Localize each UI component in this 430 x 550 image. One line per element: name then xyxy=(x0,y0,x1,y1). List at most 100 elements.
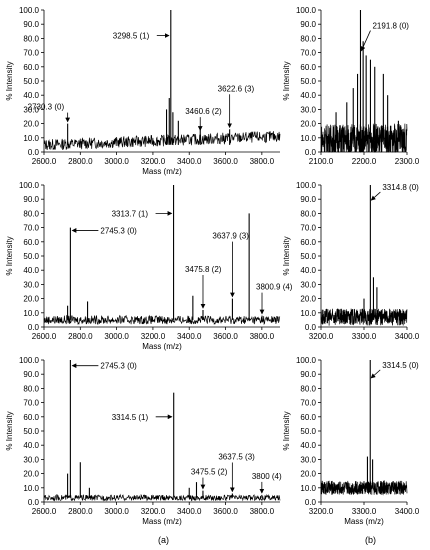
y-tick-label: 100.0 xyxy=(19,181,40,190)
x-tick-label: 3200.0 xyxy=(141,332,166,341)
y-axis-label: % Intensity xyxy=(282,61,291,100)
y-tick-label: 90.0 xyxy=(300,195,316,204)
spectrum-chart-3: 0.0 10.0 20.0 30.0 40.0 50.0 60.0 70.0 80.0 90.0 1… xyxy=(5,181,293,351)
y-tick-label: 20.0 xyxy=(23,470,39,479)
x-tick-label: 3300.0 xyxy=(352,332,377,341)
y-tick-label: 50.0 xyxy=(300,427,316,436)
x-tick-label: 2800.0 xyxy=(68,332,93,341)
y-tick-label: 70.0 xyxy=(300,399,316,408)
x-tick-label: 2800.0 xyxy=(68,157,93,166)
peak-annotation-label: 2730.3 (0) xyxy=(28,103,65,112)
y-axis-label: % Intensity xyxy=(282,236,291,275)
y-tick-label: 0.0 xyxy=(305,323,317,332)
peak-annotation-label: 2745.3 (0) xyxy=(100,226,137,235)
y-tick-label: 10.0 xyxy=(300,134,316,143)
y-tick-label: 100.0 xyxy=(19,6,40,15)
peak-annotation-label: 2745.3 (0) xyxy=(100,362,137,371)
spectrum-chart-1: 0.0 10.0 20.0 30.0 40.0 50.0 60.0 70.0 80.0 90.0 1… xyxy=(5,6,281,176)
peak-annotation-label: 3298.5 (1) xyxy=(113,32,150,41)
x-tick-label: 3400.0 xyxy=(177,507,202,516)
y-tick-label: 50.0 xyxy=(23,252,39,261)
peak-annotation-label: 3475.5 (2) xyxy=(191,468,228,477)
x-axis-label: Mass (m/z) xyxy=(344,517,384,526)
x-tick-label: 2600.0 xyxy=(32,332,57,341)
y-tick-label: 30.0 xyxy=(300,280,316,289)
peak-annotation-label: 2191.8 (0) xyxy=(372,22,409,31)
y-tick-label: 100.0 xyxy=(296,356,317,365)
x-tick-label: 3200.0 xyxy=(141,157,166,166)
annotation-arrow xyxy=(370,191,381,201)
y-tick-label: 80.0 xyxy=(23,34,39,43)
y-tick-label: 0.0 xyxy=(305,498,317,507)
y-tick-label: 40.0 xyxy=(23,441,39,450)
x-tick-label: 2200.0 xyxy=(352,157,377,166)
x-tick-label: 2600.0 xyxy=(32,157,57,166)
y-axis-label: % Intensity xyxy=(282,411,291,450)
peak-annotation-label: 3460.6 (2) xyxy=(185,107,222,116)
y-tick-label: 40.0 xyxy=(300,266,316,275)
y-tick-label: 50.0 xyxy=(23,427,39,436)
spectrum-trace xyxy=(43,131,281,151)
y-tick-label: 90.0 xyxy=(300,20,316,29)
x-axis-label: Mass (m/z) xyxy=(142,517,182,526)
x-tick-label: 3400.0 xyxy=(395,507,420,516)
caption-a: (a) xyxy=(158,535,169,545)
y-tick-label: 40.0 xyxy=(23,266,39,275)
y-tick-label: 100.0 xyxy=(296,6,317,15)
x-tick-label: 3000.0 xyxy=(104,507,129,516)
y-tick-label: 90.0 xyxy=(23,195,39,204)
peak-annotation-label: 3314.8 (0) xyxy=(382,183,419,192)
x-tick-label: 3200.0 xyxy=(141,507,166,516)
y-tick-label: 60.0 xyxy=(23,238,39,247)
y-tick-label: 70.0 xyxy=(300,49,316,58)
caption-b: (b) xyxy=(365,535,376,545)
spectrum-trace xyxy=(320,123,408,153)
peak-annotation-label: 3637.5 (3) xyxy=(218,452,255,461)
y-tick-label: 60.0 xyxy=(23,413,39,422)
peak-annotation-label: 3314.5 (1) xyxy=(112,413,149,422)
y-tick-label: 70.0 xyxy=(23,224,39,233)
peak-annotation-label: 3314.5 (0) xyxy=(382,361,419,370)
x-tick-label: 3200.0 xyxy=(309,332,334,341)
peak-annotation-label: 3800.9 (4) xyxy=(256,283,293,292)
y-tick-label: 60.0 xyxy=(300,238,316,247)
annotation-arrow xyxy=(360,30,371,52)
y-tick-label: 80.0 xyxy=(23,384,39,393)
y-tick-label: 90.0 xyxy=(300,370,316,379)
y-tick-label: 30.0 xyxy=(300,105,316,114)
x-tick-label: 2300.0 xyxy=(395,157,420,166)
spectrum-trace xyxy=(43,493,281,502)
spectrum-chart-2: 0.0 10.0 20.0 30.0 40.0 50.0 60.0 70.0 80.0 90.0 1… xyxy=(282,6,420,166)
y-tick-label: 10.0 xyxy=(23,484,39,493)
y-tick-label: 10.0 xyxy=(300,484,316,493)
y-axis-label: % Intensity xyxy=(5,61,14,100)
y-tick-label: 100.0 xyxy=(296,181,317,190)
y-tick-label: 20.0 xyxy=(23,120,39,129)
peak-annotation-label: 3622.6 (3) xyxy=(218,84,255,93)
y-tick-label: 40.0 xyxy=(300,441,316,450)
spectrum-trace xyxy=(43,314,281,326)
x-tick-label: 3800.0 xyxy=(250,507,275,516)
spectrum-chart-6: 0.0 10.0 20.0 30.0 40.0 50.0 60.0 70.0 80.0 90.0 1… xyxy=(282,356,420,526)
y-tick-label: 80.0 xyxy=(300,384,316,393)
x-tick-label: 3000.0 xyxy=(104,332,129,341)
y-tick-label: 80.0 xyxy=(300,209,316,218)
y-tick-label: 40.0 xyxy=(23,91,39,100)
y-tick-label: 50.0 xyxy=(300,77,316,86)
y-tick-label: 10.0 xyxy=(23,309,39,318)
y-tick-label: 10.0 xyxy=(23,134,39,143)
y-tick-label: 40.0 xyxy=(300,91,316,100)
x-tick-label: 2100.0 xyxy=(309,157,334,166)
y-axis-label: % Intensity xyxy=(5,236,14,275)
y-tick-label: 70.0 xyxy=(23,49,39,58)
spectrum-chart-5: 0.0 10.0 20.0 30.0 40.0 50.0 60.0 70.0 80.0 90.0 1… xyxy=(5,356,282,526)
y-tick-label: 20.0 xyxy=(300,120,316,129)
y-tick-label: 30.0 xyxy=(23,280,39,289)
y-tick-label: 70.0 xyxy=(300,224,316,233)
x-tick-label: 3600.0 xyxy=(213,332,238,341)
x-tick-label: 3000.0 xyxy=(104,157,129,166)
y-tick-label: 0.0 xyxy=(28,148,40,157)
x-tick-label: 3300.0 xyxy=(352,507,377,516)
y-axis-label: % Intensity xyxy=(5,411,14,450)
y-tick-label: 90.0 xyxy=(23,370,39,379)
